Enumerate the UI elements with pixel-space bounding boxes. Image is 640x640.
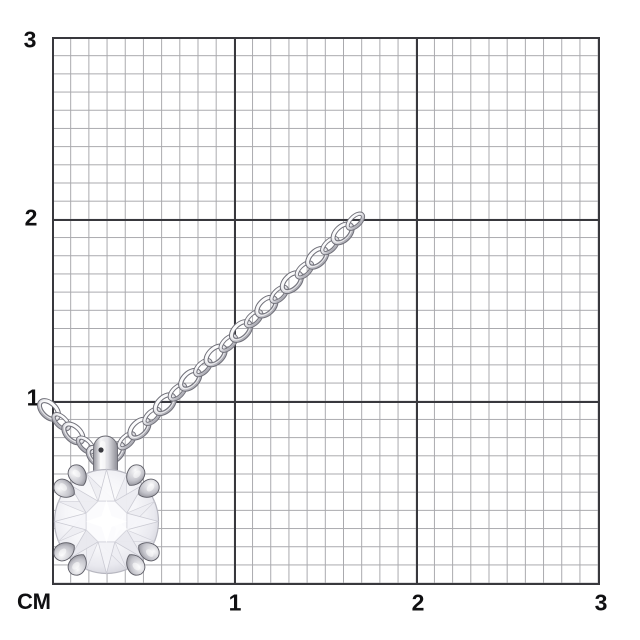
unit-label-cm: СМ — [17, 589, 51, 614]
chain-right-strand — [101, 211, 366, 466]
pendant-diamond — [53, 468, 160, 575]
y-axis-label-1: 1 — [26, 384, 40, 411]
x-axis-label-3: 3 — [594, 589, 608, 616]
x-axis-label-1: 1 — [228, 589, 242, 616]
bail-hole — [98, 447, 104, 453]
x-axis-label-2: 2 — [411, 589, 425, 616]
y-axis-label-3: 3 — [23, 26, 37, 53]
y-axis-label-2: 2 — [24, 204, 38, 231]
